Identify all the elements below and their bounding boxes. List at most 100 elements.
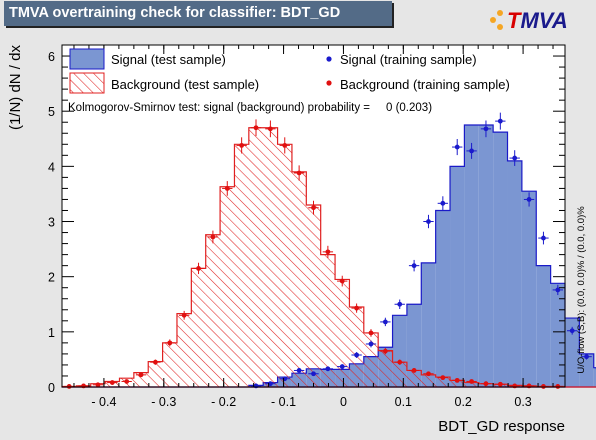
signal-test-bar [435, 210, 451, 387]
background-train-point [512, 383, 518, 389]
legend-background-test-label: Background (test sample) [111, 77, 259, 92]
logo-dot [497, 24, 503, 30]
signal-train-point [569, 328, 575, 334]
overflow-text: U/O-flow (S,B): (0.0, 0.0)% / (0.0, 0.0)… [576, 206, 587, 374]
legend-signal-train-marker [326, 56, 332, 62]
x-tick-label: 0.2 [455, 395, 472, 409]
signal-test-bar [565, 318, 580, 387]
signal-train-point [354, 352, 360, 358]
background-train-point [339, 278, 345, 284]
background-train-point [224, 186, 230, 191]
background-test-bar [378, 350, 393, 387]
signal-train-point [368, 341, 374, 347]
background-test-bar [234, 144, 249, 387]
y-tick-label: 3 [48, 216, 55, 230]
signal-test-bar [464, 124, 479, 387]
x-tick-label: 0.1 [395, 395, 412, 409]
signal-test-bar [421, 262, 436, 387]
background-train-point [469, 379, 474, 384]
background-train-point [66, 384, 72, 389]
background-train-point [397, 359, 403, 365]
background-test-bar [205, 234, 221, 387]
background-train-point [153, 359, 158, 365]
signal-train-point [311, 371, 316, 377]
background-train-point [555, 384, 561, 389]
background-train-point [196, 266, 201, 271]
y-axis-title: (1/N) dN / dx [7, 45, 24, 131]
background-train-point [483, 381, 489, 387]
signal-train-point [325, 366, 331, 372]
signal-train-point [296, 368, 302, 373]
background-train-point [526, 383, 532, 389]
x-tick-label: - 0.4 [91, 395, 116, 409]
background-train-point [239, 142, 245, 148]
x-tick-label: - 0.3 [151, 395, 176, 409]
signal-train-point [267, 381, 273, 387]
legend-background-test-swatch [69, 72, 105, 94]
legend-background-train-label: Background (training sample) [340, 77, 510, 92]
x-axis-title: BDT_GD response [438, 418, 565, 435]
signal-train-point [382, 319, 388, 325]
background-test-bar [248, 127, 264, 387]
background-test-bar [435, 377, 451, 387]
background-test-bar [320, 254, 336, 387]
background-test-bar [133, 372, 149, 387]
y-tick-label: 0 [48, 381, 55, 395]
tmva-logo [490, 10, 503, 30]
signal-train-point [469, 148, 474, 154]
signal-test-bar [507, 160, 522, 387]
background-train-point [167, 340, 173, 346]
background-test-bar [277, 144, 292, 387]
y-tick-label: 6 [48, 50, 55, 64]
signal-train-point [454, 144, 460, 150]
y-tick-label: 5 [48, 105, 55, 119]
signal-test-bar [493, 132, 508, 387]
signal-train-point [497, 118, 503, 124]
x-tick-label: 0.3 [514, 395, 531, 409]
signal-train-point [397, 301, 403, 307]
background-train-point [541, 384, 546, 389]
background-test-bar [263, 127, 278, 387]
background-train-point [253, 125, 259, 131]
background-train-point [124, 379, 130, 384]
signal-test-bar [521, 191, 537, 387]
y-tick-label: 1 [48, 326, 55, 340]
background-train-point [267, 126, 273, 132]
x-tick-label: - 0.1 [271, 395, 296, 409]
signal-test-bar [550, 283, 565, 387]
background-train-point [210, 234, 216, 240]
background-train-point [138, 372, 144, 378]
background-train-point [109, 380, 115, 385]
chart-title: TMVA overtraining check for classifier: … [4, 1, 392, 26]
signal-train-point [440, 200, 446, 206]
background-test-bar [392, 362, 407, 387]
background-test-bar [421, 374, 436, 387]
y-tick-label: 2 [48, 271, 55, 285]
background-test-bar [363, 332, 379, 387]
x-tick-label: - 0.2 [211, 395, 236, 409]
background-train-point [368, 330, 374, 336]
background-test-bar [148, 361, 163, 387]
background-train-point [354, 305, 360, 311]
signal-train-point [512, 155, 518, 161]
background-train-point [440, 375, 446, 381]
logo-dot [497, 10, 503, 16]
background-train-point [382, 348, 388, 354]
signal-test-bar [450, 166, 465, 387]
background-train-point [296, 170, 302, 176]
background-train-point [325, 249, 331, 255]
background-test-bar [291, 171, 307, 387]
legend-signal-test-swatch [69, 48, 105, 70]
background-test-bar [220, 186, 235, 387]
signal-train-point [584, 354, 589, 360]
background-train-point [282, 142, 288, 148]
y-tick-label: 4 [48, 160, 55, 174]
background-train-point [411, 368, 417, 373]
signal-train-point [483, 126, 489, 132]
signal-train-point [253, 383, 259, 389]
background-test-bar [464, 382, 479, 387]
ks-test-text: Kolmogorov-Smirnov test: signal (backgro… [68, 102, 432, 114]
background-test-bar [450, 380, 465, 387]
background-test-bar [306, 204, 321, 387]
